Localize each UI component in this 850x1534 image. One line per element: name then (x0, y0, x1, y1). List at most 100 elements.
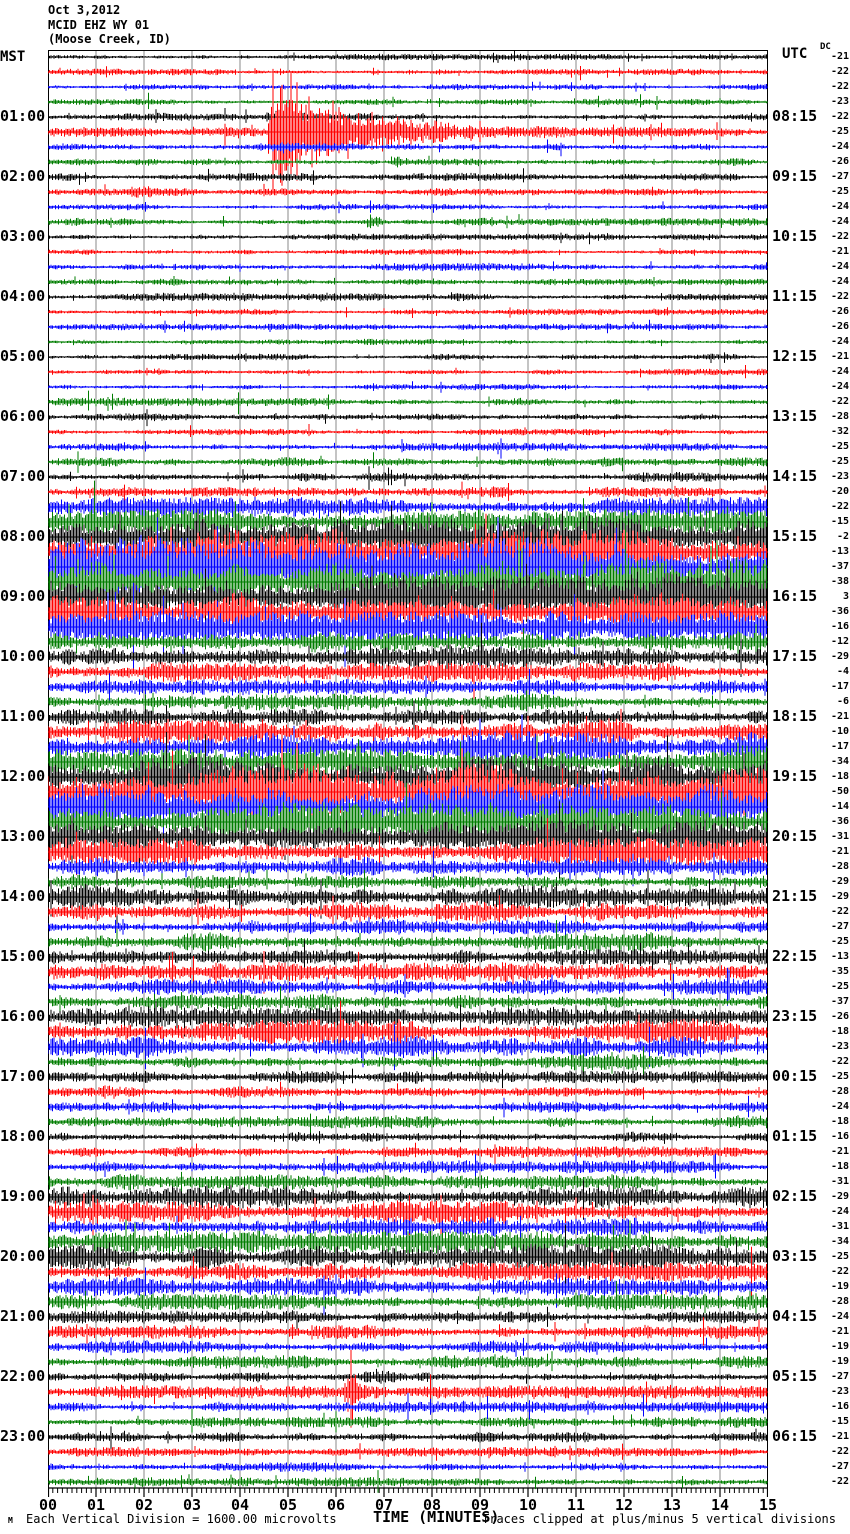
mst-hour-label: 09:00 (0, 587, 46, 605)
mst-hour-label: 08:00 (0, 527, 46, 545)
utc-hour-label: 11:15 (772, 287, 818, 305)
utc-hour-label: 18:15 (772, 707, 818, 725)
dc-offset-value: -28 (830, 861, 849, 872)
seismogram-trace-1915-mst (48, 1193, 768, 1239)
seismogram-trace-0515-mst (48, 365, 768, 379)
seismogram-trace-2230-mst (48, 1392, 768, 1421)
seismogram-trace-0300-mst (48, 232, 768, 245)
dc-offset-value: -25 (830, 1071, 849, 1082)
mst-hour-label: 15:00 (0, 947, 46, 965)
mst-hour-label: 23:00 (0, 1427, 46, 1445)
mst-hour-label: 06:00 (0, 407, 46, 425)
dc-offset-value: -15 (830, 516, 849, 527)
seismogram-trace-1500-mst (48, 940, 768, 973)
utc-hour-label: 13:15 (772, 407, 818, 425)
dc-offset-value: -19 (830, 1281, 849, 1292)
x-axis-tick-label: 05 (278, 1496, 298, 1514)
dc-offset-value: -35 (830, 966, 849, 977)
utc-hour-label: 02:15 (772, 1187, 818, 1205)
dc-offset-value: -22 (830, 111, 849, 122)
seismogram-trace-1315-mst (48, 818, 768, 876)
seismogram-trace-2215-mst (48, 1350, 768, 1428)
mst-hour-label: 21:00 (0, 1307, 46, 1325)
dc-offset-value: -37 (830, 996, 849, 1007)
dc-offset-value: -36 (830, 606, 849, 617)
utc-hour-label: 12:15 (772, 347, 818, 365)
seismogram-trace-2015-mst (48, 1246, 768, 1303)
x-axis-tick-label: 11 (566, 1496, 586, 1514)
seismogram-trace-2245-mst (48, 1408, 768, 1433)
seismogram-trace-0015-mst (48, 66, 768, 81)
seismogram-trace-2200-mst (48, 1368, 768, 1384)
dc-offset-value: -18 (830, 1161, 849, 1172)
seismogram-trace-0700-mst (48, 466, 768, 490)
seismogram-trace-2030-mst (48, 1267, 768, 1315)
mst-hour-label: 13:00 (0, 827, 46, 845)
dc-offset-value: -22 (830, 396, 849, 407)
clipping-note: Traces clipped at plus/minus 5 vertical … (482, 1512, 837, 1526)
utc-hour-label: 00:15 (772, 1067, 818, 1085)
dc-offset-value: -6 (836, 696, 849, 707)
seismogram-trace-0200-mst (48, 168, 768, 185)
dc-offset-value: -21 (830, 246, 849, 257)
dc-offset-value: -24 (830, 366, 849, 377)
seismogram-trace-1300-mst (48, 801, 768, 879)
dc-offset-value: -21 (830, 846, 849, 857)
x-axis-tick-label: 07 (374, 1496, 394, 1514)
mst-hour-label: 14:00 (0, 887, 46, 905)
x-axis-tick-label: 15 (758, 1496, 778, 1514)
seismogram-trace-2130-mst (48, 1337, 768, 1357)
dc-offset-value: -29 (830, 651, 849, 662)
dc-offset-value: -22 (830, 1476, 849, 1487)
seismogram-trace-0045-mst (48, 92, 768, 110)
dc-offset-value: -25 (830, 981, 849, 992)
dc-offset-value: -13 (830, 951, 849, 962)
seismogram-trace-2315-mst (48, 1443, 768, 1461)
seismogram-trace-1945-mst (48, 1219, 768, 1266)
x-axis-title: TIME (MINUTES) (373, 1508, 500, 1526)
seismogram-trace-1800-mst (48, 1130, 768, 1144)
seismogram-trace-1430-mst (48, 913, 768, 946)
mst-hour-label: 18:00 (0, 1127, 46, 1145)
dc-offset-value: -13 (830, 546, 849, 557)
seismogram-trace-0145-mst (48, 155, 768, 168)
utc-hour-label: 04:15 (772, 1307, 818, 1325)
x-axis-tick-label: 01 (86, 1496, 106, 1514)
dc-offset-value: -18 (830, 1116, 849, 1127)
dc-offset-value: -17 (830, 741, 849, 752)
seismogram-trace-1830-mst (48, 1153, 768, 1179)
mst-hour-label: 01:00 (0, 107, 46, 125)
dc-offset-value: -26 (830, 156, 849, 167)
dc-offset-value: -27 (830, 1371, 849, 1382)
utc-hour-label: 10:15 (772, 227, 818, 245)
dc-offset-value: -2 (836, 531, 849, 542)
utc-hour-label: 03:15 (772, 1247, 818, 1265)
seismogram-trace-0115-mst (48, 68, 768, 195)
dc-offset-value: -14 (830, 801, 849, 812)
dc-offset-value: -18 (830, 1026, 849, 1037)
seismogram-trace-2145-mst (48, 1351, 768, 1372)
dc-offset-value: -21 (830, 1431, 849, 1442)
seismogram-trace-1030-mst (48, 669, 768, 702)
dc-offset-value: -29 (830, 1191, 849, 1202)
seismogram-trace-1730-mst (48, 1095, 768, 1118)
dc-offset-value: -24 (830, 276, 849, 287)
dc-offset-value: -32 (830, 426, 849, 437)
seismogram-trace-1415-mst (48, 895, 768, 930)
dc-offset-value: -50 (830, 786, 849, 797)
dc-offset-value: -21 (830, 351, 849, 362)
dc-offset-value: -26 (830, 306, 849, 317)
dc-offset-value: -37 (830, 561, 849, 572)
seismogram-trace-0945-mst (48, 624, 768, 661)
dc-offset-value: -4 (836, 666, 849, 677)
x-axis-tick-label: 14 (710, 1496, 730, 1514)
dc-offset-value: -27 (830, 921, 849, 932)
utc-hour-label: 15:15 (772, 527, 818, 545)
utc-hour-label: 16:15 (772, 587, 818, 605)
seismogram-trace-1015-mst (48, 660, 768, 700)
seismogram-trace-1615-mst (48, 1000, 768, 1052)
header-date: Oct 3,2012 (48, 3, 121, 17)
seismogram-trace-0400-mst (48, 292, 768, 302)
mst-hour-label: 16:00 (0, 1007, 46, 1025)
utc-hour-label: 22:15 (772, 947, 818, 965)
